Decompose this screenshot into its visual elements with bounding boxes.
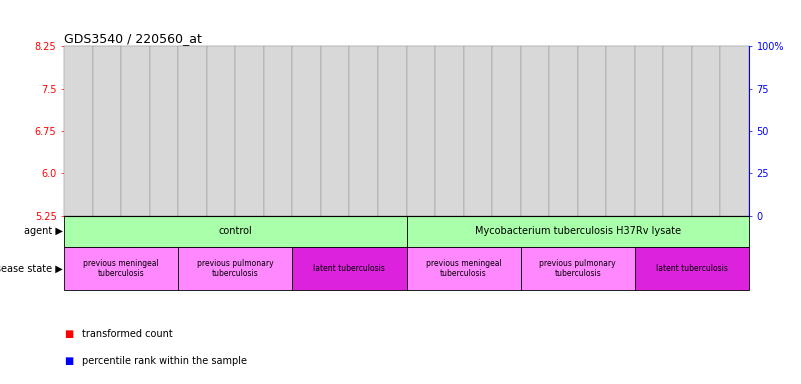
Bar (642, 206, 657, 216)
Bar (93, 46, 121, 216)
Bar (178, 247, 292, 290)
Bar (64, 216, 406, 247)
Bar (634, 247, 749, 290)
Text: percentile rank within the sample: percentile rank within the sample (82, 356, 247, 366)
Bar (521, 46, 549, 216)
Bar (185, 157, 200, 216)
Text: latent tuberculosis: latent tuberculosis (656, 264, 728, 273)
Bar (407, 46, 435, 216)
Bar (207, 46, 235, 216)
Bar (270, 125, 286, 216)
Text: GDS3540 / 220560_at: GDS3540 / 220560_at (64, 32, 202, 45)
Bar (264, 46, 292, 216)
Text: previous meningeal
tuberculosis: previous meningeal tuberculosis (83, 258, 159, 278)
Text: control: control (219, 226, 252, 236)
Bar (720, 46, 749, 216)
Bar (634, 46, 663, 216)
Text: ■: ■ (64, 329, 74, 339)
Bar (663, 46, 692, 216)
Bar (64, 46, 93, 216)
Bar (213, 137, 229, 216)
Bar (299, 206, 315, 216)
Bar (121, 46, 150, 216)
Bar (99, 199, 115, 216)
Bar (556, 158, 571, 216)
Bar (64, 247, 178, 290)
Bar (178, 46, 207, 216)
Bar (692, 46, 720, 216)
Bar (292, 46, 321, 216)
Text: Mycobacterium tuberculosis H37Rv lysate: Mycobacterium tuberculosis H37Rv lysate (475, 226, 681, 236)
Bar (127, 120, 143, 216)
Text: transformed count: transformed count (82, 329, 172, 339)
Text: previous meningeal
tuberculosis: previous meningeal tuberculosis (425, 258, 501, 278)
Bar (435, 46, 464, 216)
Bar (670, 137, 686, 216)
Bar (242, 157, 257, 216)
Bar (321, 46, 349, 216)
Bar (613, 206, 628, 216)
Bar (235, 46, 264, 216)
Bar (470, 125, 485, 216)
Bar (413, 70, 429, 216)
Bar (407, 216, 749, 247)
Text: agent ▶: agent ▶ (24, 226, 63, 236)
Bar (292, 247, 406, 290)
Bar (156, 127, 171, 216)
Text: ■: ■ (64, 356, 74, 366)
Bar (70, 120, 87, 216)
Text: disease state ▶: disease state ▶ (0, 263, 63, 273)
Bar (492, 46, 521, 216)
Bar (407, 247, 521, 290)
Bar (384, 215, 400, 216)
Bar (521, 247, 634, 290)
Bar (549, 46, 578, 216)
Text: latent tuberculosis: latent tuberculosis (313, 264, 385, 273)
Bar (578, 46, 606, 216)
Bar (378, 46, 406, 216)
Bar (584, 137, 600, 216)
Bar (727, 132, 743, 216)
Bar (698, 158, 714, 216)
Bar (328, 158, 343, 216)
Bar (606, 46, 634, 216)
Bar (527, 158, 543, 216)
Bar (498, 89, 514, 216)
Bar (150, 46, 178, 216)
Text: previous pulmonary
tuberculosis: previous pulmonary tuberculosis (539, 258, 616, 278)
Bar (441, 50, 457, 216)
Bar (356, 215, 372, 216)
Bar (464, 46, 492, 216)
Bar (349, 46, 378, 216)
Text: previous pulmonary
tuberculosis: previous pulmonary tuberculosis (197, 258, 274, 278)
